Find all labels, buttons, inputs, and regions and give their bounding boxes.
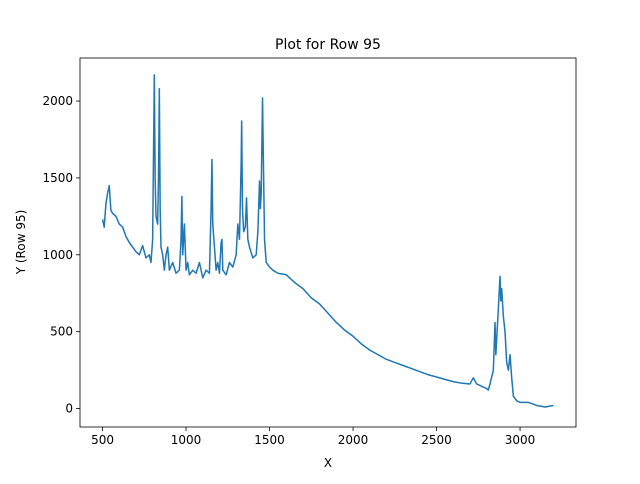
x-axis-label: X [324,456,332,470]
y-tick-label: 500 [50,325,73,339]
y-axis-label: Y (Row 95) [14,210,28,276]
data-line [101,74,554,408]
x-tick-label: 500 [91,433,114,447]
x-tick-label: 1500 [254,433,285,447]
x-tick-label: 2000 [338,433,369,447]
x-tick-label: 3000 [505,433,536,447]
plot-frame [79,57,577,428]
x-tick-label: 2500 [421,433,452,447]
y-tick-label: 1500 [42,171,73,185]
y-tick-label: 1000 [42,248,73,262]
y-tick-label: 2000 [42,94,73,108]
chart-title: Plot for Row 95 [275,37,381,53]
y-tick-label: 0 [65,402,73,416]
x-tick-label: 1000 [171,433,202,447]
